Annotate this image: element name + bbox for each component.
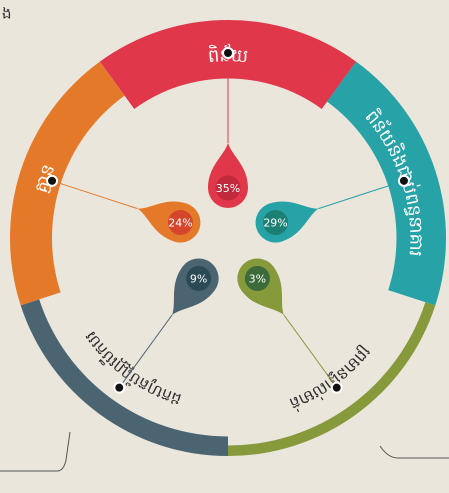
- value-label: 35%: [216, 182, 240, 195]
- drop: [137, 201, 201, 243]
- drop: [255, 201, 319, 243]
- drop: [172, 258, 219, 315]
- dot: [222, 47, 234, 59]
- callout-line: [379, 445, 449, 459]
- dot: [330, 381, 343, 394]
- drop-core: [244, 265, 270, 291]
- dot: [113, 381, 126, 394]
- corner-text: ង: [2, 5, 12, 23]
- drop-core: [263, 210, 289, 236]
- segment: [327, 61, 446, 306]
- drop: [208, 143, 248, 208]
- drop: [237, 258, 284, 315]
- value-label: 3%: [249, 272, 266, 285]
- value-label: 24%: [168, 217, 192, 230]
- dot: [46, 174, 59, 187]
- connector: [118, 314, 173, 388]
- segment: [228, 302, 436, 456]
- connector: [283, 314, 338, 388]
- drop-core: [167, 210, 193, 236]
- connector: [318, 180, 405, 210]
- value-label: 9%: [190, 272, 207, 285]
- value-label: 29%: [263, 217, 287, 230]
- drop-core: [215, 175, 241, 201]
- drop-core: [186, 265, 212, 291]
- connector: [51, 180, 138, 210]
- dot: [397, 174, 410, 187]
- segment: [10, 61, 125, 306]
- segment: [20, 299, 229, 456]
- callout-line: [0, 431, 71, 472]
